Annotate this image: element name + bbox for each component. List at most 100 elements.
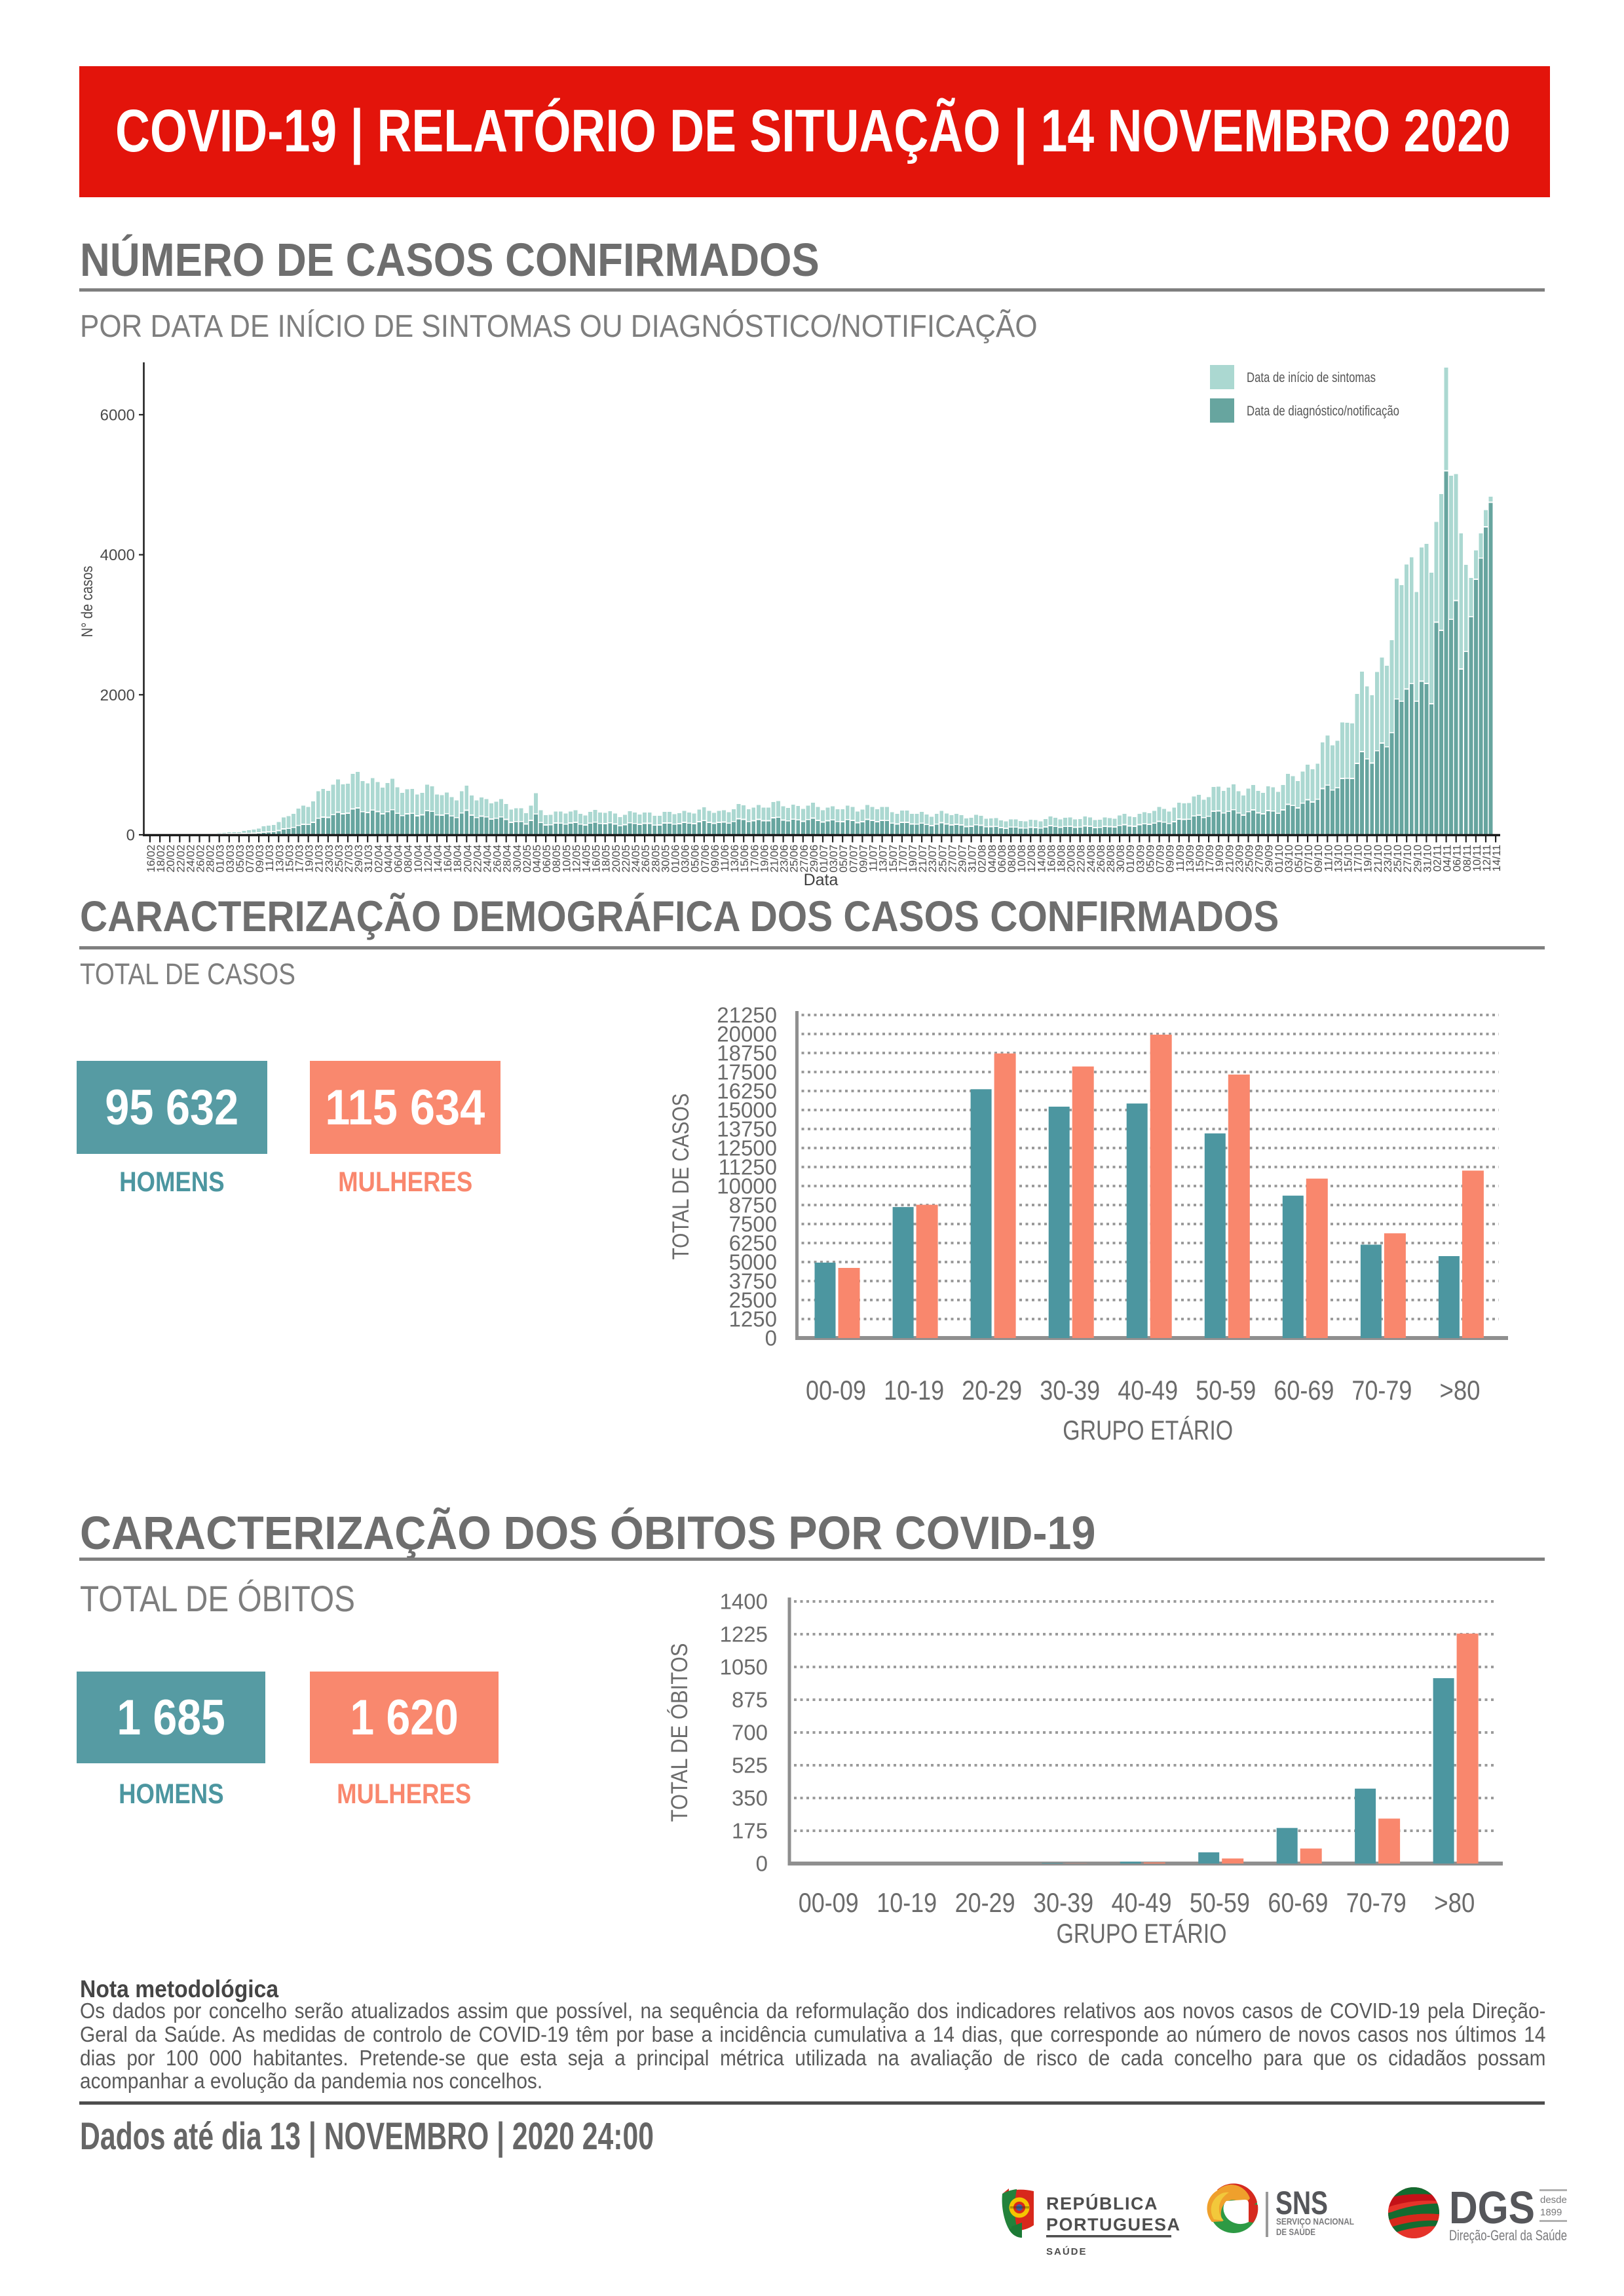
svg-text:23/06: 23/06: [778, 845, 791, 873]
svg-text:31/03: 31/03: [362, 845, 375, 873]
svg-text:1050: 1050: [720, 1655, 768, 1679]
svg-text:09/06: 09/06: [709, 845, 721, 873]
svg-text:27/07: 27/07: [946, 845, 958, 873]
svg-text:1250: 1250: [729, 1307, 777, 1331]
svg-text:1225: 1225: [720, 1622, 768, 1647]
svg-text:6250: 6250: [729, 1231, 777, 1255]
svg-text:16/02: 16/02: [145, 845, 157, 873]
svg-text:02/11: 02/11: [1431, 845, 1444, 871]
svg-text:desde: desde: [1540, 2194, 1567, 2206]
svg-text:GRUPO ETÁRIO: GRUPO ETÁRIO: [1063, 1415, 1233, 1445]
svg-text:16/04: 16/04: [442, 845, 454, 873]
svg-text:12500: 12500: [717, 1136, 777, 1160]
svg-text:11/06: 11/06: [719, 845, 731, 871]
svg-text:20/08: 20/08: [1065, 845, 1078, 873]
svg-text:11/10: 11/10: [1322, 845, 1334, 871]
svg-text:4000: 4000: [100, 546, 135, 564]
svg-text:70-79: 70-79: [1351, 1375, 1412, 1406]
svg-text:10/05: 10/05: [560, 845, 573, 873]
svg-text:04/05: 04/05: [531, 845, 543, 873]
svg-text:30-39: 30-39: [1040, 1375, 1100, 1406]
svg-text:01/06: 01/06: [670, 845, 682, 873]
svg-text:20-29: 20-29: [962, 1375, 1022, 1406]
svg-text:27/03: 27/03: [343, 845, 355, 873]
svg-text:10/04: 10/04: [412, 845, 425, 873]
svg-text:12/04: 12/04: [422, 845, 434, 873]
svg-text:>80: >80: [1434, 1887, 1475, 1918]
svg-text:03/09: 03/09: [1134, 845, 1146, 873]
svg-text:13/06: 13/06: [728, 845, 741, 873]
svg-text:700: 700: [732, 1721, 768, 1745]
svg-text:25/07: 25/07: [936, 845, 949, 873]
svg-text:40-49: 40-49: [1112, 1887, 1172, 1918]
svg-text:19/07: 19/07: [907, 845, 919, 873]
svg-text:18/04: 18/04: [451, 845, 464, 873]
svg-text:07/06: 07/06: [699, 845, 711, 873]
svg-text:14/05: 14/05: [580, 845, 593, 873]
svg-text:19/06: 19/06: [758, 845, 770, 873]
svg-text:21/03: 21/03: [313, 845, 326, 873]
svg-text:17/03: 17/03: [293, 845, 306, 873]
svg-text:22/05: 22/05: [620, 845, 632, 873]
svg-text:09/03: 09/03: [254, 845, 266, 873]
svg-text:06/04: 06/04: [392, 845, 405, 873]
svg-text:19/03: 19/03: [303, 845, 316, 873]
svg-text:09/10: 09/10: [1312, 845, 1325, 873]
svg-text:SNS: SNS: [1275, 2185, 1328, 2221]
svg-text:03/03: 03/03: [224, 845, 236, 873]
svg-text:05/06: 05/06: [689, 845, 702, 873]
svg-text:0: 0: [765, 1326, 777, 1350]
svg-text:21/07: 21/07: [916, 845, 929, 873]
svg-text:06/08: 06/08: [996, 845, 1008, 873]
svg-text:11/07: 11/07: [867, 845, 880, 871]
svg-text:29/10: 29/10: [1411, 845, 1424, 873]
svg-text:01/07: 01/07: [818, 845, 830, 873]
svg-text:60-69: 60-69: [1274, 1375, 1334, 1406]
svg-text:DGS: DGS: [1449, 2182, 1535, 2233]
svg-text:26/05: 26/05: [639, 845, 652, 873]
svg-text:13/09: 13/09: [1184, 845, 1196, 873]
svg-text:30/05: 30/05: [659, 845, 671, 873]
svg-text:40-49: 40-49: [1118, 1375, 1178, 1406]
svg-text:12/08: 12/08: [1025, 845, 1038, 873]
svg-text:28/05: 28/05: [649, 845, 662, 873]
svg-text:21/06: 21/06: [768, 845, 781, 873]
svg-text:25/09: 25/09: [1243, 845, 1256, 873]
svg-text:05/03: 05/03: [234, 845, 246, 873]
svg-text:15/03: 15/03: [283, 845, 295, 873]
svg-text:0: 0: [756, 1852, 768, 1876]
svg-text:17/10: 17/10: [1352, 845, 1365, 873]
svg-text:16250: 16250: [717, 1079, 777, 1103]
svg-text:12/11: 12/11: [1481, 845, 1493, 871]
svg-text:15/06: 15/06: [738, 845, 751, 873]
svg-text:875: 875: [732, 1688, 768, 1712]
svg-text:01/09: 01/09: [1124, 845, 1137, 873]
svg-text:525: 525: [732, 1753, 768, 1778]
svg-text:17/07: 17/07: [897, 845, 909, 873]
svg-text:14/04: 14/04: [432, 845, 444, 873]
svg-text:05/10: 05/10: [1293, 845, 1305, 873]
svg-text:14/08: 14/08: [1035, 845, 1048, 873]
svg-text:15/07: 15/07: [887, 845, 899, 873]
svg-text:23/03: 23/03: [323, 845, 335, 873]
svg-text:23/10: 23/10: [1382, 845, 1394, 873]
svg-text:6000: 6000: [100, 406, 135, 424]
svg-text:350: 350: [732, 1786, 768, 1810]
svg-text:20/04: 20/04: [461, 845, 474, 873]
svg-text:20000: 20000: [717, 1022, 777, 1046]
svg-text:07/03: 07/03: [244, 845, 256, 873]
svg-text:02/08: 02/08: [976, 845, 989, 873]
svg-text:25/03: 25/03: [333, 845, 345, 873]
svg-text:Direção-Geral da Saúde: Direção-Geral da Saúde: [1449, 2227, 1567, 2244]
svg-text:29/09: 29/09: [1263, 845, 1275, 873]
svg-text:28/08: 28/08: [1105, 845, 1117, 873]
svg-text:02/04: 02/04: [372, 845, 385, 873]
svg-text:11/03: 11/03: [263, 845, 276, 871]
svg-text:26/08: 26/08: [1095, 845, 1107, 873]
svg-text:18/05: 18/05: [600, 845, 613, 873]
svg-text:29/06: 29/06: [808, 845, 820, 873]
svg-text:08/11: 08/11: [1461, 845, 1473, 871]
svg-text:21/09: 21/09: [1223, 845, 1236, 873]
svg-text:29/03: 29/03: [352, 845, 365, 873]
svg-text:16/08: 16/08: [1045, 845, 1057, 873]
